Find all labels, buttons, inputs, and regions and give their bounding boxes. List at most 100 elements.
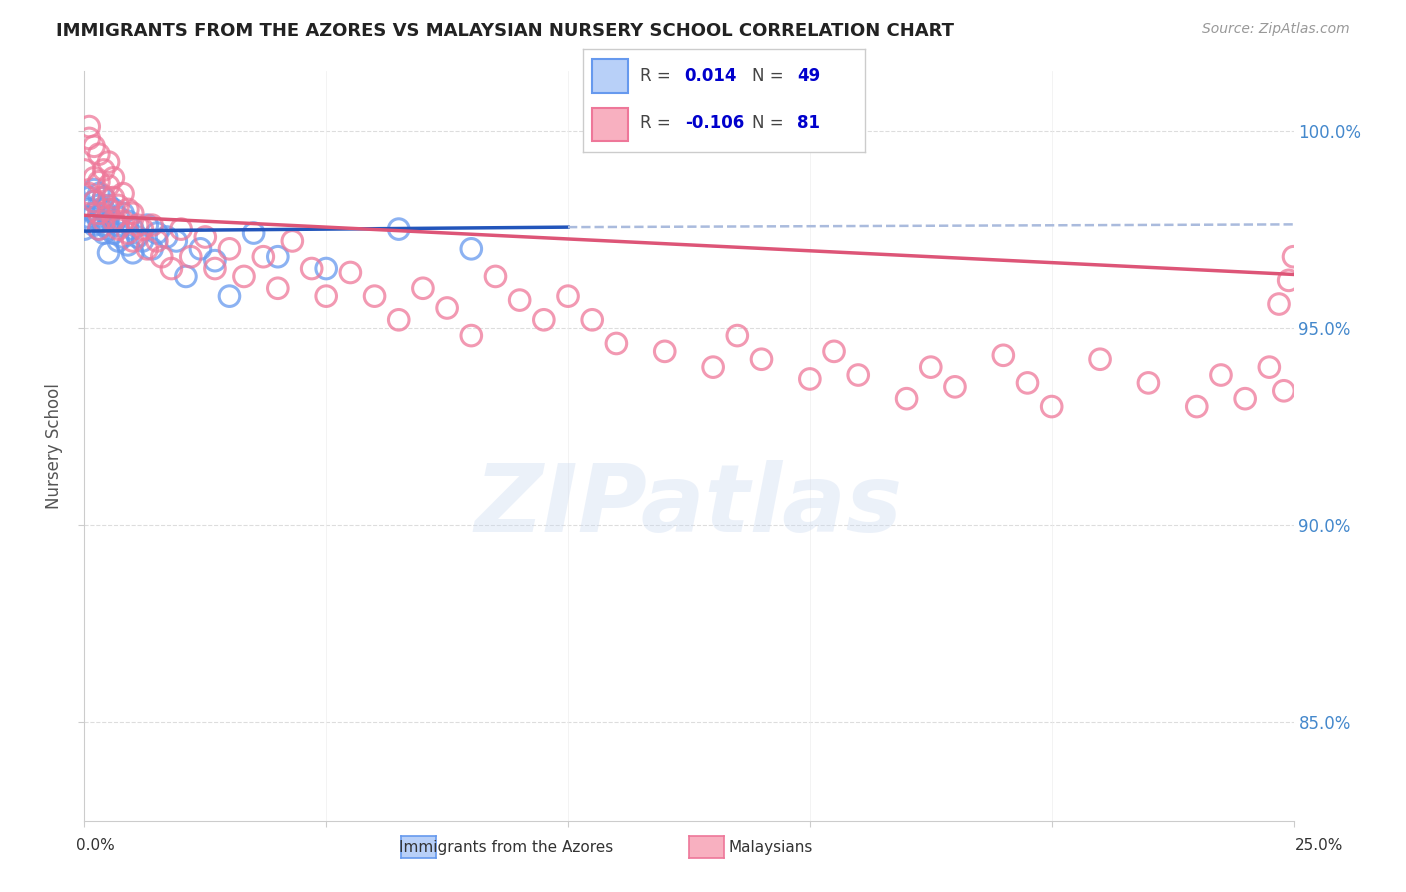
Text: Immigrants from the Azores: Immigrants from the Azores [399, 840, 613, 855]
Point [97, 202, 120, 217]
Point [103, 190, 125, 204]
Point [160, 261, 183, 276]
Point [1088, 352, 1111, 367]
Point [557, 289, 579, 303]
Point [87, 175, 110, 189]
Point [1185, 400, 1208, 414]
Point [460, 328, 482, 343]
Point [87, 214, 110, 228]
Point [170, 222, 193, 236]
Point [363, 289, 385, 303]
Point [97, 245, 120, 260]
Point [87, 222, 110, 236]
Point [436, 301, 458, 315]
Point [97, 198, 120, 212]
Point [93, 163, 115, 178]
Point [107, 211, 129, 225]
Point [799, 372, 821, 386]
Point [412, 281, 434, 295]
Point [136, 242, 159, 256]
Point [1278, 273, 1301, 287]
Point [117, 202, 139, 217]
Point [509, 293, 531, 307]
Text: -0.106: -0.106 [685, 114, 744, 132]
Point [180, 250, 202, 264]
Point [97, 222, 120, 236]
Point [87, 186, 110, 201]
Point [103, 202, 125, 217]
Point [1272, 384, 1295, 398]
Point [533, 313, 555, 327]
Point [165, 234, 187, 248]
Point [1234, 392, 1257, 406]
Point [174, 269, 197, 284]
Point [112, 206, 135, 220]
Point [117, 226, 139, 240]
Point [93, 202, 115, 217]
Point [97, 178, 120, 193]
Point [150, 250, 173, 264]
Point [83, 218, 105, 232]
Point [1209, 368, 1232, 382]
Point [93, 190, 115, 204]
Point [103, 226, 125, 240]
Text: 49: 49 [797, 67, 821, 86]
Point [460, 242, 482, 256]
Point [87, 222, 110, 236]
Point [388, 313, 411, 327]
Point [896, 392, 918, 406]
Point [83, 206, 105, 220]
Point [605, 336, 627, 351]
Point [388, 222, 411, 236]
Point [87, 198, 110, 212]
Point [242, 226, 264, 240]
Point [112, 186, 135, 201]
Point [107, 222, 129, 236]
Point [484, 269, 506, 284]
Point [943, 380, 966, 394]
FancyBboxPatch shape [592, 60, 628, 93]
Text: 81: 81 [797, 114, 820, 132]
Point [823, 344, 845, 359]
Point [920, 360, 942, 375]
Point [77, 211, 100, 225]
Point [93, 214, 115, 228]
Point [751, 352, 773, 367]
Point [315, 261, 337, 276]
Point [155, 230, 177, 244]
Point [87, 147, 110, 161]
Point [87, 211, 110, 225]
Point [1137, 376, 1160, 390]
Point [301, 261, 323, 276]
Point [121, 234, 143, 248]
Point [146, 226, 169, 240]
Point [93, 226, 115, 240]
Text: N =: N = [752, 114, 783, 132]
Point [267, 250, 290, 264]
Text: ZIPatlas: ZIPatlas [475, 460, 903, 552]
Point [77, 131, 100, 145]
Point [107, 198, 129, 212]
Point [218, 242, 240, 256]
Point [581, 313, 603, 327]
Point [121, 222, 143, 236]
Point [121, 245, 143, 260]
Text: 0.014: 0.014 [685, 67, 737, 86]
Point [83, 194, 105, 209]
Point [141, 218, 163, 232]
Point [83, 194, 105, 209]
Text: R =: R = [640, 67, 671, 86]
Point [93, 218, 115, 232]
Text: 0.0%: 0.0% [76, 838, 115, 853]
Point [112, 214, 135, 228]
Point [141, 242, 163, 256]
Point [136, 218, 159, 232]
Text: Malaysians: Malaysians [728, 840, 813, 855]
Point [993, 348, 1015, 362]
Point [83, 183, 105, 197]
Point [131, 234, 153, 248]
Point [190, 242, 212, 256]
Y-axis label: Nursery School: Nursery School [45, 383, 63, 509]
Point [702, 360, 724, 375]
Point [1282, 250, 1305, 264]
